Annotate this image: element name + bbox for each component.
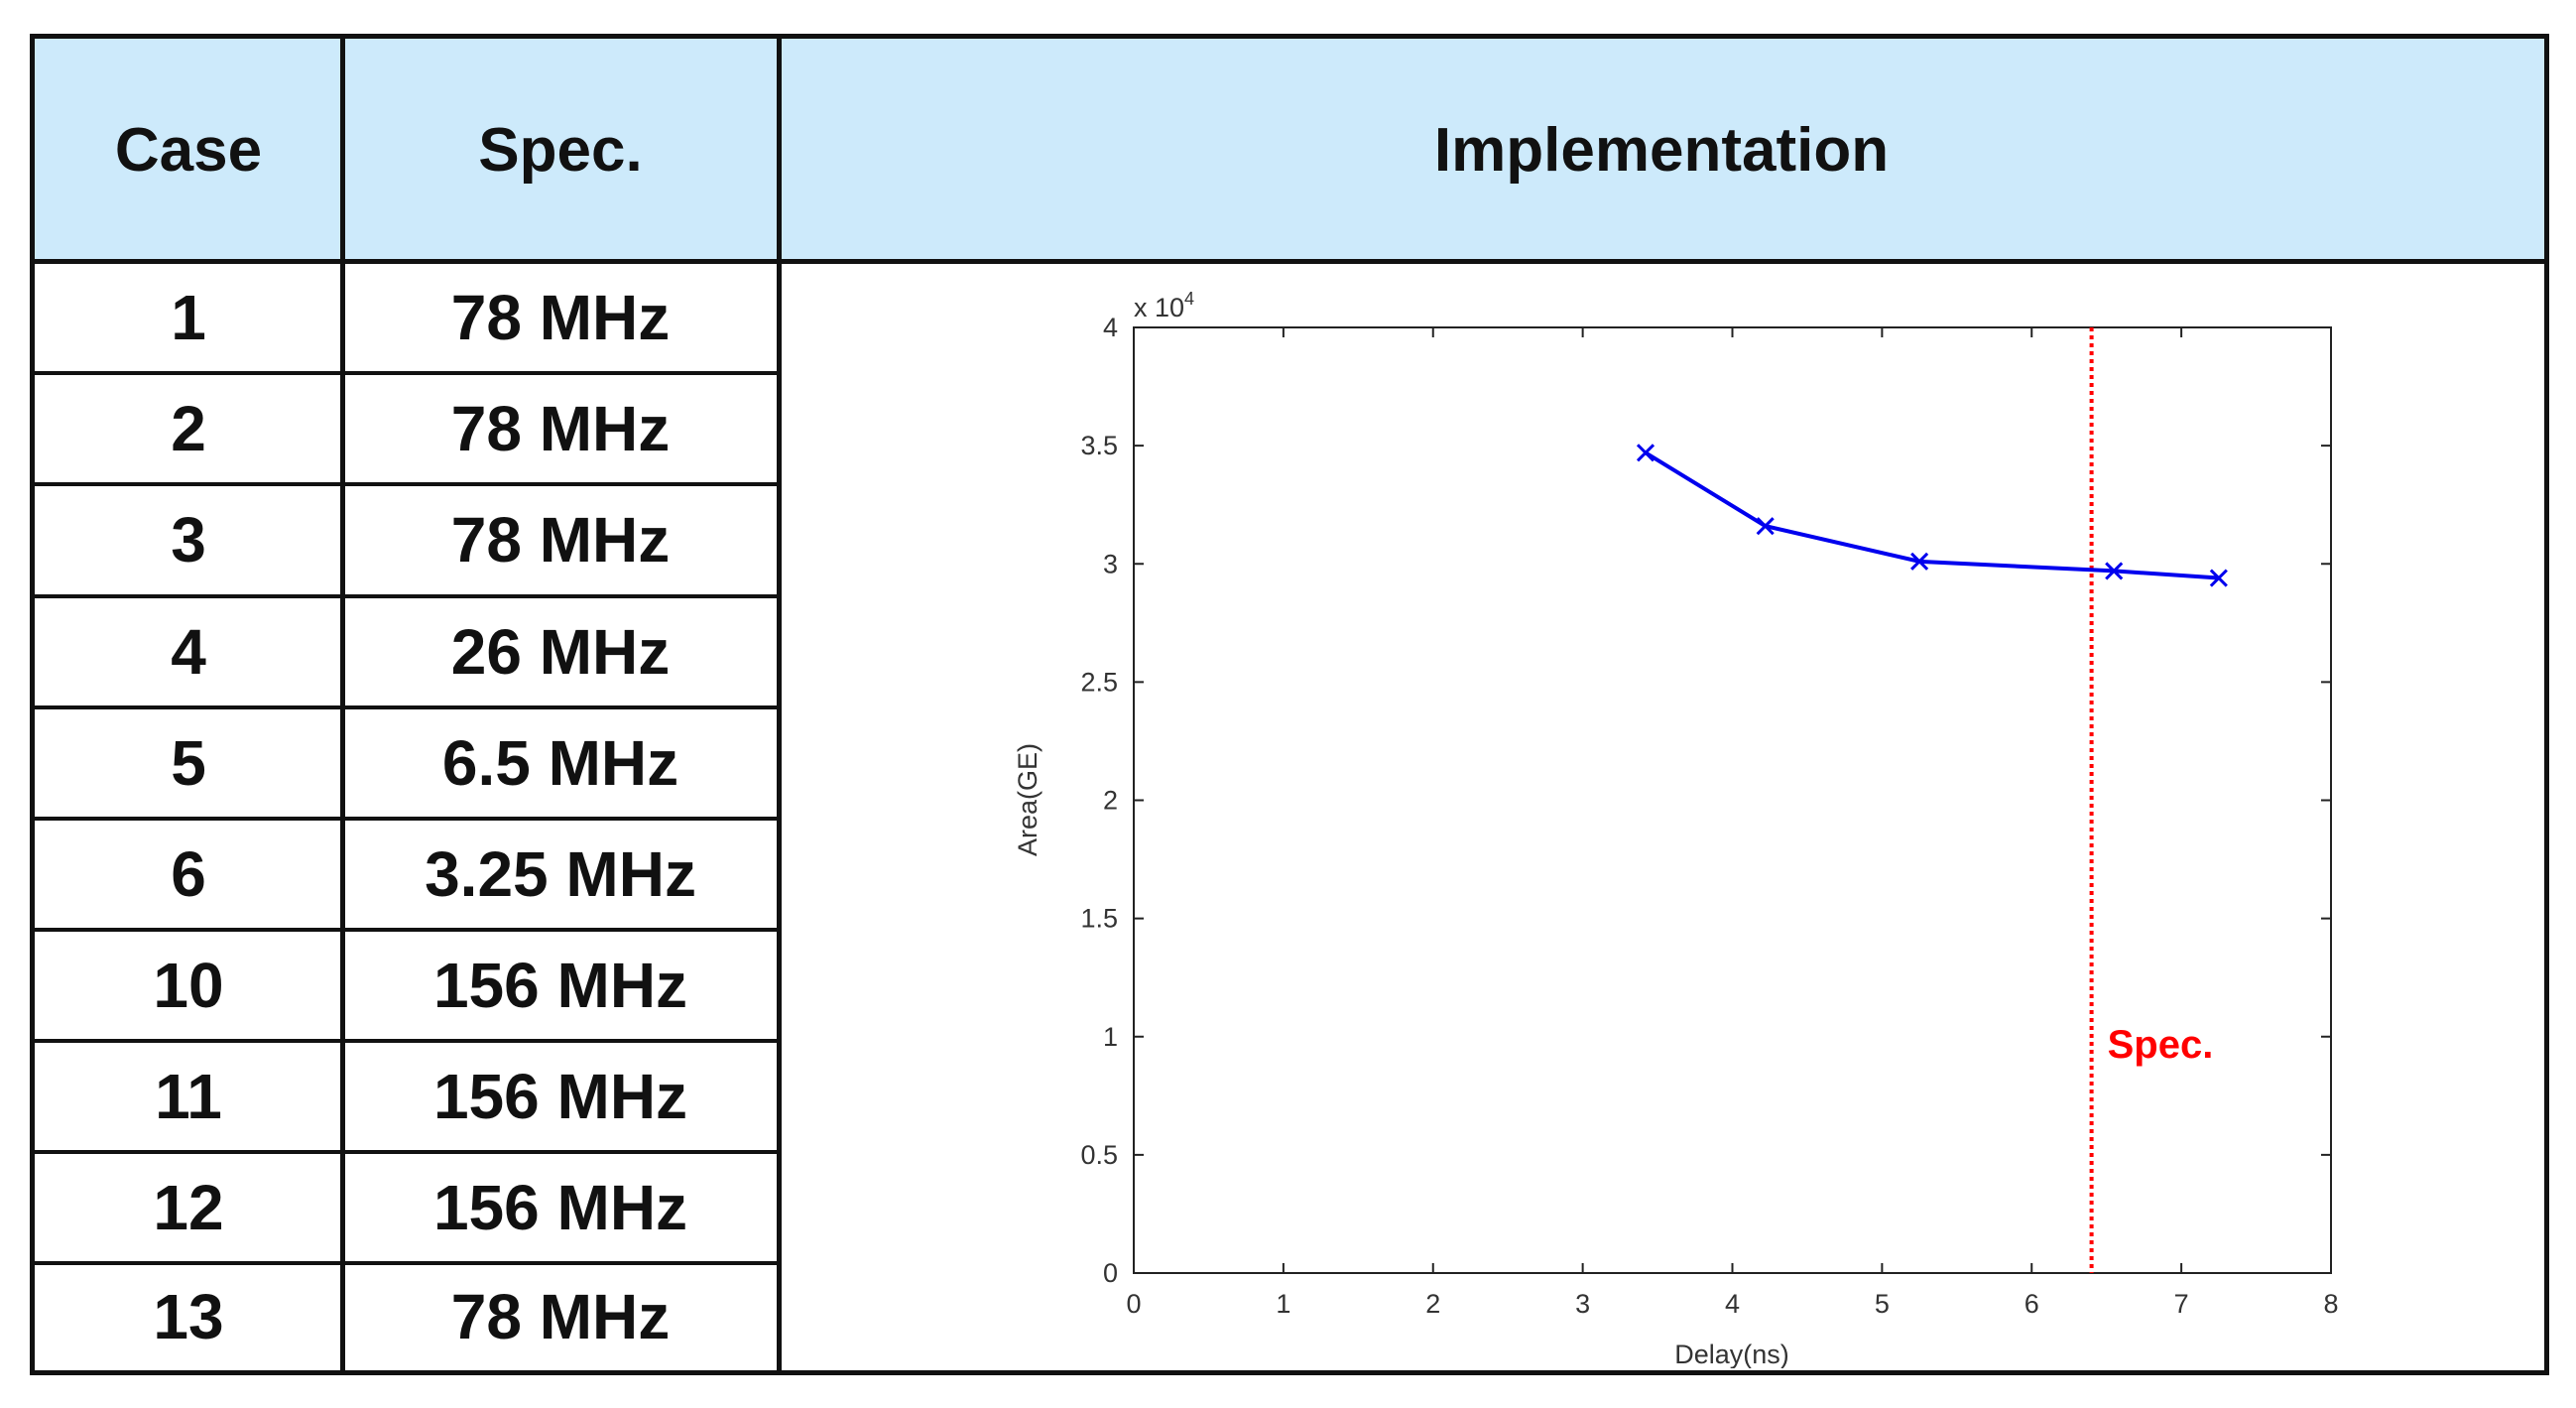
row-divider (35, 594, 779, 598)
header-implementation: Implementation (779, 39, 2544, 262)
spec-cell: 78 MHz (342, 262, 779, 373)
case-cell: 10 (35, 930, 342, 1041)
y-tick-label: 1 (1103, 1022, 1118, 1052)
case-cell: 11 (35, 1041, 342, 1152)
spec-value: 3.25 MHz (425, 838, 696, 910)
case-value: 12 (153, 1172, 224, 1243)
x-tick-label: 2 (1425, 1289, 1440, 1319)
spec-value: 156 MHz (432, 1172, 688, 1243)
y-axis-label: Area(GE) (1013, 743, 1043, 856)
case-value: 2 (171, 393, 206, 464)
axis-ticks (1133, 326, 2332, 1274)
case-value: 3 (171, 504, 206, 576)
data-point-marker (1910, 552, 1929, 571)
results-table: Case Spec. Implementation 1 78 MHz 2 78 … (30, 34, 2549, 1375)
row-divider (35, 1039, 779, 1043)
x-axis-label: Delay(ns) (1674, 1340, 1789, 1368)
spec-cell: 156 MHz (342, 1041, 779, 1152)
header-spec: Spec. (342, 39, 779, 262)
spec-cell: 26 MHz (342, 596, 779, 707)
y-tick-label: 4 (1103, 313, 1118, 342)
header-case-label: Case (114, 116, 263, 185)
x-tick-label: 4 (1725, 1289, 1740, 1319)
y-multiplier-base: x 10 (1134, 293, 1184, 322)
spec-value: 78 MHz (450, 1281, 671, 1352)
series-area-delay (1636, 444, 2228, 587)
x-tick-label: 5 (1875, 1289, 1890, 1319)
plot-frame (1133, 326, 2332, 1274)
data-point-marker (2209, 569, 2228, 587)
case-value: 11 (155, 1061, 222, 1132)
case-cell: 13 (35, 1263, 342, 1370)
row-divider (35, 1261, 779, 1265)
y-tick-label: 1.5 (1080, 904, 1118, 934)
x-tick-label: 7 (2174, 1289, 2189, 1319)
row-divider (35, 817, 779, 821)
y-tick-label: 0.5 (1080, 1140, 1118, 1170)
spec-cell: 156 MHz (342, 930, 779, 1041)
case-cell: 4 (35, 596, 342, 707)
x-tick-label: 1 (1276, 1289, 1290, 1319)
spec-cell: 3.25 MHz (342, 819, 779, 930)
y-tick-label: 3 (1103, 549, 1118, 578)
case-value: 6 (171, 838, 206, 910)
spec-cell: 78 MHz (342, 373, 779, 484)
y-tick-label: 2.5 (1080, 667, 1118, 697)
row-divider (35, 371, 779, 375)
case-value: 13 (153, 1281, 224, 1352)
spec-reference-label: Spec. (2108, 1023, 2214, 1067)
case-cell: 12 (35, 1152, 342, 1263)
data-point-marker (1756, 517, 1775, 536)
column-divider (777, 39, 782, 1370)
header-case: Case (35, 39, 342, 262)
case-cell: 3 (35, 484, 342, 595)
y-multiplier-label: x 104 (1134, 289, 1194, 322)
y-tick-label: 0 (1103, 1258, 1118, 1288)
spec-value: 78 MHz (450, 504, 671, 576)
spec-cell: 6.5 MHz (342, 707, 779, 819)
data-point-marker (2105, 562, 2124, 580)
row-divider (35, 482, 779, 486)
column-divider (340, 39, 345, 1370)
case-value: 5 (171, 727, 206, 799)
case-value: 4 (171, 616, 206, 688)
x-tick-label: 3 (1575, 1289, 1590, 1319)
y-tick-label: 3.5 (1080, 431, 1118, 460)
spec-value: 78 MHz (450, 393, 671, 464)
case-cell: 6 (35, 819, 342, 930)
case-cell: 2 (35, 373, 342, 484)
spec-cell: 156 MHz (342, 1152, 779, 1263)
row-divider (35, 705, 779, 709)
y-multiplier-exponent: 4 (1184, 289, 1194, 309)
header-divider (35, 259, 2544, 264)
spec-value: 26 MHz (450, 616, 671, 688)
spec-value: 156 MHz (432, 950, 688, 1021)
y-tick-labels: 0 0.5 1 1.5 2 2.5 3 3.5 4 (1080, 313, 1118, 1288)
header-spec-label: Spec. (478, 116, 643, 185)
data-point-marker (1636, 444, 1656, 462)
spec-value: 6.5 MHz (441, 727, 679, 799)
header-implementation-label: Implementation (1433, 116, 1890, 185)
spec-cell: 78 MHz (342, 1263, 779, 1370)
row-divider (35, 1150, 779, 1154)
x-tick-label: 8 (2323, 1289, 2338, 1319)
row-divider (35, 928, 779, 932)
case-value: 1 (171, 282, 206, 353)
spec-value: 156 MHz (432, 1061, 688, 1132)
spec-value: 78 MHz (450, 282, 671, 353)
case-cell: 5 (35, 707, 342, 819)
x-tick-labels: 0 1 2 3 4 5 6 7 8 (1126, 1289, 2338, 1319)
spec-cell: 78 MHz (342, 484, 779, 595)
case-value: 10 (153, 950, 224, 1021)
x-tick-label: 0 (1126, 1289, 1141, 1319)
case-cell: 1 (35, 262, 342, 373)
y-tick-label: 2 (1103, 786, 1118, 816)
x-tick-label: 6 (2024, 1289, 2039, 1319)
